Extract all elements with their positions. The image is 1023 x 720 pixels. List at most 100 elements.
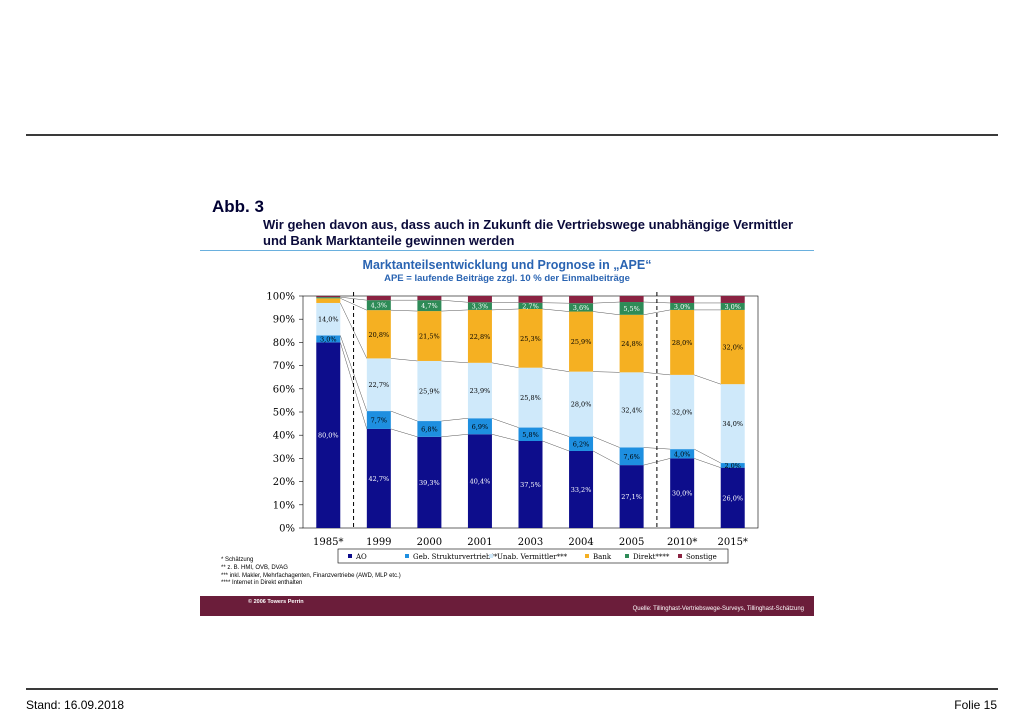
bar-segment [619, 372, 644, 448]
bar-segment [569, 303, 594, 312]
bar-segment [720, 302, 745, 310]
bar-segment [720, 467, 745, 528]
connector-line [592, 450, 620, 466]
bar-segment [316, 298, 341, 303]
data-label: 22,7% [369, 381, 390, 389]
bar-segment [619, 314, 644, 373]
bar-segment [720, 296, 745, 303]
bars-group: 80,0% 3,0% 14,0% 42,7% 7,7% 22,7% 20,8% 4,3% 39,… [316, 296, 745, 528]
bar-segment [518, 367, 543, 428]
legend-label: Sonstige [686, 553, 717, 561]
y-tick-label: 20% [273, 477, 295, 488]
bar-segment [720, 309, 745, 385]
y-tick-label: 80% [273, 338, 295, 349]
figure-label: Abb. 3 [212, 197, 264, 216]
connector-line [340, 298, 367, 311]
data-label: 32,4% [621, 406, 642, 414]
bar-segment [417, 360, 442, 422]
slide-headline: Wir gehen davon aus, dass auch in Zukunf… [263, 217, 794, 248]
data-label: 7,6% [623, 453, 640, 461]
bar-segment [366, 411, 391, 429]
slide-number: Folie 15 [954, 698, 997, 712]
data-label: 5,8% [522, 431, 539, 439]
connector-line [593, 311, 620, 316]
bar-segment [316, 297, 341, 299]
data-label: 32,0% [722, 344, 743, 352]
bar-segment [518, 427, 543, 441]
connector-line [390, 428, 418, 438]
x-tick-label: 2000 [417, 537, 442, 548]
data-label: 2,7% [522, 302, 539, 310]
bar-segment [417, 300, 442, 312]
data-label: 4,7% [421, 302, 438, 310]
y-tick-label: 100% [266, 292, 295, 303]
bar-segment [366, 300, 391, 311]
data-label: 27,1% [621, 493, 642, 501]
connector-line [340, 335, 368, 412]
legend-label: Direkt**** [633, 553, 670, 561]
data-label: 3,0% [320, 335, 337, 343]
bar-segment [569, 436, 594, 451]
x-tick-label: 2015* [717, 537, 747, 548]
chart-subtitle: APE = laufende Beiträge zzgl. 10 % der E… [384, 273, 630, 284]
data-label: 39,3% [419, 479, 440, 487]
data-label: 28,0% [672, 339, 693, 347]
y-tick-label: 60% [273, 384, 295, 395]
connector-line [491, 418, 519, 428]
footnotes: * Schätzung ** z. B. HMI, OVB, DVAG *** … [221, 557, 401, 588]
connector-line [340, 296, 367, 301]
data-label: 6,2% [573, 440, 590, 448]
bar-segment [670, 302, 695, 310]
legend-label: Geb. Strukturvertrieb** [413, 553, 498, 561]
data-label: 5,5% [623, 305, 640, 313]
connector-line [491, 362, 519, 368]
connector-line [542, 440, 570, 452]
legend-swatch [489, 554, 493, 558]
chart-title: Marktanteilsentwicklung und Prognose in … [362, 258, 652, 272]
source-text: Quelle: Tillinghast-Vertriebswege-Survey… [632, 606, 804, 612]
bar-segment [569, 450, 594, 528]
y-tick-label: 30% [273, 454, 295, 465]
data-label: 26,0% [722, 494, 743, 502]
connector-line [542, 367, 570, 372]
connector-line [643, 309, 671, 316]
legend-swatch [585, 554, 589, 558]
y-tick-label: 40% [273, 431, 295, 442]
connector-line [441, 360, 468, 364]
bar-segment [670, 296, 695, 303]
legend-swatch [405, 554, 409, 558]
bar-segment [366, 428, 391, 528]
connector-lines [340, 296, 721, 468]
data-label: 20,8% [369, 331, 390, 339]
data-label: 3,0% [674, 303, 691, 311]
footnote: ** z. B. HMI, OVB, DVAG [221, 564, 288, 571]
bar-segment [366, 358, 391, 412]
data-label: 22,8% [470, 333, 491, 341]
data-label: 80,0% [318, 432, 339, 440]
data-label: 14,0% [318, 316, 339, 324]
bar-segment [316, 342, 341, 528]
data-label: 28,0% [571, 401, 592, 409]
bar-segment [417, 436, 442, 528]
connector-line [491, 308, 519, 311]
connector-line [390, 309, 418, 312]
connector-line [542, 427, 570, 437]
bar-segment [366, 296, 391, 301]
connector-line [441, 418, 468, 422]
bar-segment [619, 465, 644, 528]
top-divider [26, 134, 998, 136]
x-tick-label: 2003 [518, 537, 543, 548]
data-label: 3,0% [724, 303, 741, 311]
connector-line [390, 358, 418, 362]
x-tick-label: 2004 [568, 537, 593, 548]
data-label: 3,3% [472, 303, 489, 311]
data-label: 3,6% [573, 304, 590, 312]
connector-line [542, 308, 570, 312]
data-label: 4,3% [371, 302, 388, 310]
bar-segment [467, 434, 492, 528]
bar-segment [619, 447, 644, 466]
connector-line [593, 301, 620, 304]
connector-line [441, 434, 468, 438]
connector-line [643, 372, 671, 376]
legend-label: Unab. Vermittler*** [497, 553, 568, 561]
